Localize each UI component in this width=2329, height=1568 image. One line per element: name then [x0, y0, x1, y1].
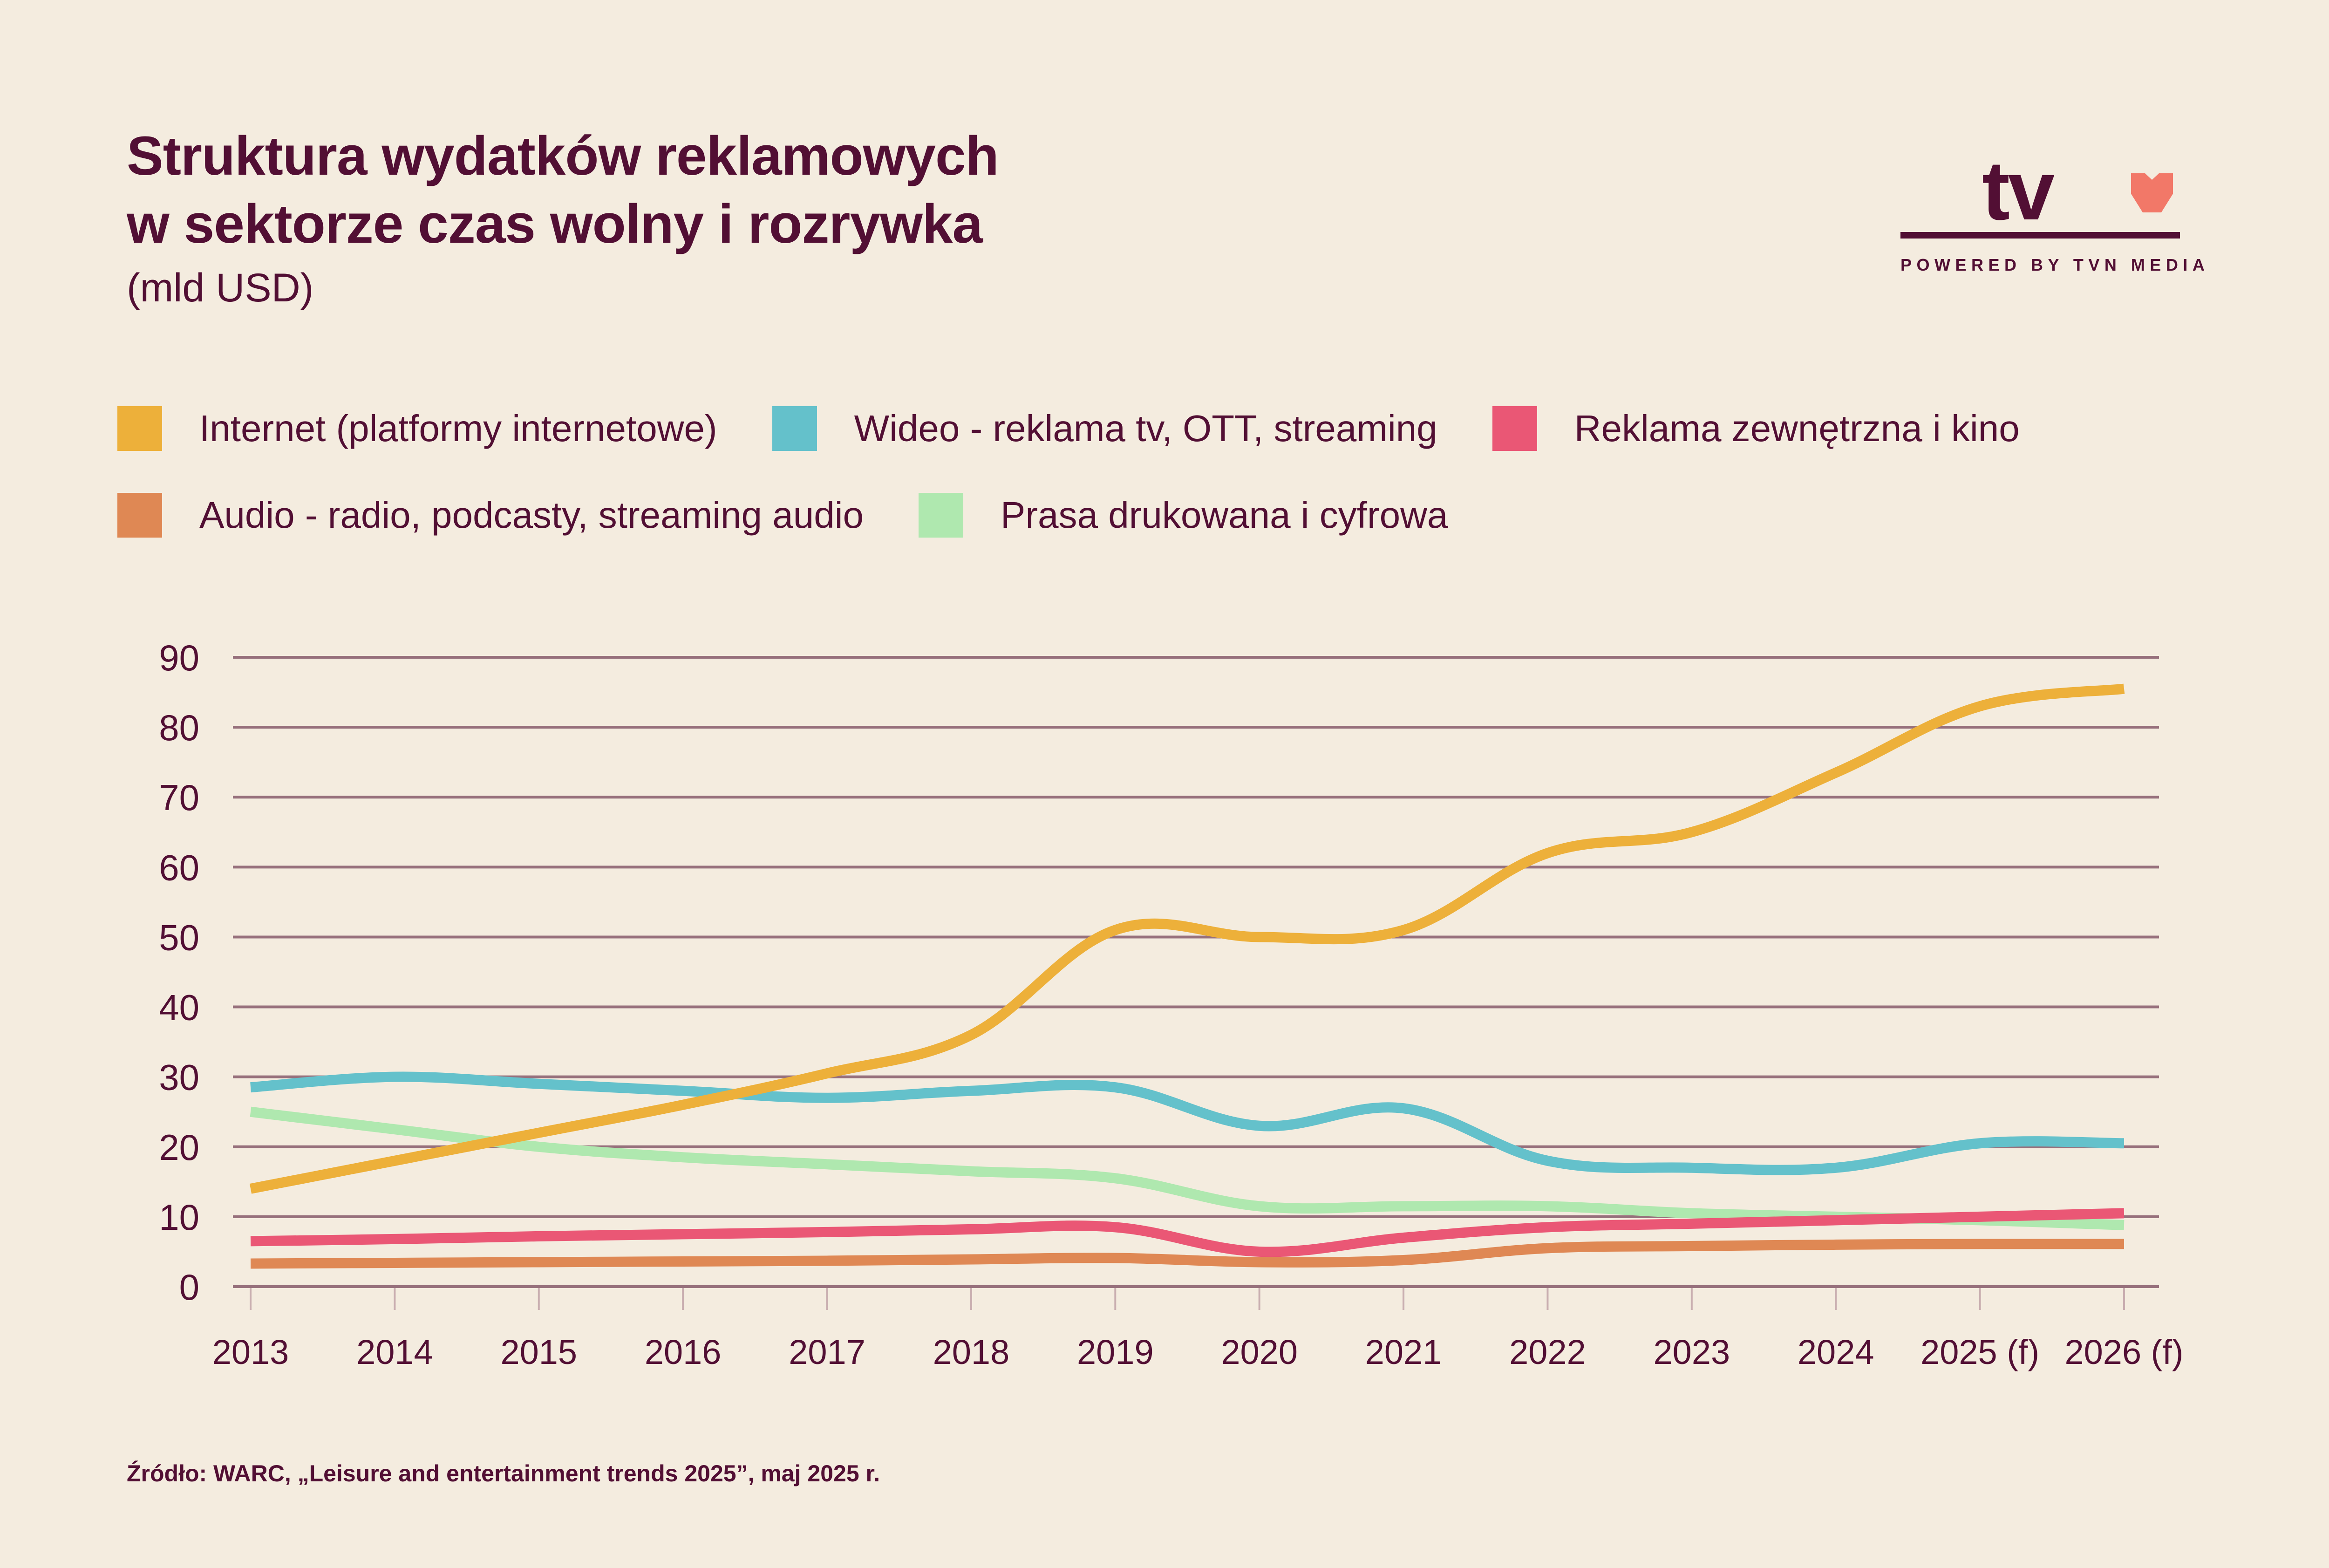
legend-item-internet[interactable]: Internet (platformy internetowe): [117, 406, 717, 451]
x-tick-label: 2017: [789, 1333, 865, 1371]
y-tick-label: 30: [159, 1057, 199, 1098]
legend-item-audio[interactable]: Audio - radio, podcasty, streaming audio: [117, 493, 864, 538]
legend-row-1: Internet (platformy internetowe) Wideo -…: [117, 406, 2075, 451]
legend-swatch-wideo: [772, 406, 817, 451]
x-tick-label: 2015: [500, 1333, 577, 1371]
legend-item-prasa[interactable]: Prasa drukowana i cyfrowa: [918, 493, 1448, 538]
x-tick-label: 2024: [1798, 1333, 1874, 1371]
y-tick-label: 80: [159, 707, 199, 748]
x-tick-label: 2026 (f): [2064, 1333, 2183, 1371]
legend-swatch-audio: [117, 493, 162, 538]
y-axis-labels: 0 10 20 30 40 50 60 70 80 90: [159, 637, 199, 1308]
heart-icon: [2131, 173, 2173, 212]
y-tick-label: 10: [159, 1197, 199, 1238]
y-tick-label: 0: [179, 1267, 199, 1308]
y-tick-label: 50: [159, 917, 199, 958]
x-tick-label: 2022: [1509, 1333, 1586, 1371]
series-line-audio: [250, 1239, 2125, 1269]
x-tick-label: 2023: [1654, 1333, 1730, 1371]
y-tick-label: 70: [159, 777, 199, 818]
legend-label: Wideo - reklama tv, OTT, streaming: [854, 408, 1437, 449]
y-tick-label: 20: [159, 1127, 199, 1168]
legend-label: Audio - radio, podcasty, streaming audio: [199, 494, 864, 536]
x-tick-label: 2018: [933, 1333, 1010, 1371]
logo-divider: [1900, 232, 2180, 239]
legend-swatch-internet: [117, 406, 162, 451]
legend-label: Prasa drukowana i cyfrowa: [1000, 494, 1448, 536]
legend-row-2: Audio - radio, podcasty, streaming audio…: [117, 493, 1503, 538]
logo-wordmark: tv: [1982, 144, 2055, 238]
x-axis-labels: 2013 2014 2015 2016 2017 2018 2019 2020 2021 2022…: [212, 1333, 2184, 1371]
series-line-reklama: [250, 1208, 2125, 1257]
legend-label: Internet (platformy internetowe): [199, 408, 717, 449]
series-line-wideo: [250, 1071, 2125, 1175]
tvn-logo: tv POWERED BY TVN MEDIA: [1900, 130, 2210, 284]
legend-swatch-prasa: [918, 493, 963, 538]
chart-title: Struktura wydatków reklamowych w sektorz…: [127, 122, 999, 258]
chart-subtitle: (mld USD): [127, 266, 314, 310]
x-tick-label: 2025 (f): [1920, 1333, 2039, 1371]
legend-item-reklama[interactable]: Reklama zewnętrzna i kino: [1492, 406, 2020, 451]
series-line-internet: [249, 683, 2125, 1194]
legend-item-wideo[interactable]: Wideo - reklama tv, OTT, streaming: [772, 406, 1437, 451]
y-tick-label: 60: [159, 847, 199, 888]
legend-label: Reklama zewnętrzna i kino: [1574, 408, 2020, 449]
logo-tagline: POWERED BY TVN MEDIA: [1900, 255, 2210, 274]
y-tick-label: 40: [159, 987, 199, 1028]
y-tick-label: 90: [159, 637, 199, 678]
series-lines: [249, 683, 2125, 1269]
x-tick-label: 2014: [356, 1333, 433, 1371]
x-tick-label: 2019: [1077, 1333, 1154, 1371]
x-tick-label: 2016: [645, 1333, 722, 1371]
x-axis-ticks: [250, 1288, 2125, 1310]
x-tick-label: 2021: [1365, 1333, 1442, 1371]
x-tick-label: 2020: [1221, 1333, 1298, 1371]
title-line-1: Struktura wydatków reklamowych: [127, 125, 999, 187]
source-note: Źródło: WARC, „Leisure and entertainment…: [127, 1460, 880, 1486]
title-line-2: w sektorze czas wolny i rozrywka: [127, 193, 983, 255]
x-tick-label: 2013: [212, 1333, 289, 1371]
legend-swatch-reklama: [1492, 406, 1537, 451]
